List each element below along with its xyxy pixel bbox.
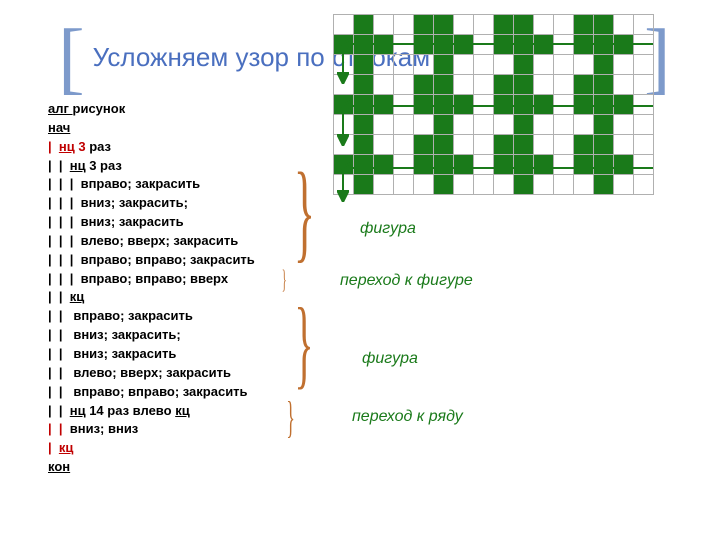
label-transition-figure: переход к фигуре: [340, 272, 473, 290]
brace-icon: }: [294, 298, 313, 388]
grid-arrows: [333, 14, 673, 214]
brace-icon: }: [286, 400, 294, 435]
brace-icon: }: [294, 162, 315, 261]
brace-icon: }: [282, 267, 287, 293]
algorithm-code: алг рисунок нач | нц 3 раз | | нц 3 раз …: [48, 100, 255, 477]
label-figure-2: фигура: [362, 350, 418, 368]
label-figure-1: фигура: [360, 220, 416, 238]
label-transition-row: переход к ряду: [352, 408, 463, 426]
bracket-left-icon: [: [58, 30, 85, 86]
